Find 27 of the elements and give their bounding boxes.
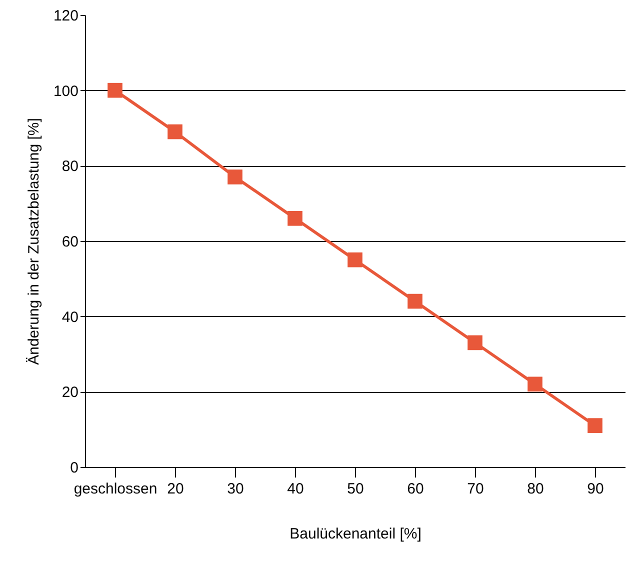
x-tick-label: 50	[347, 480, 364, 498]
point	[108, 82, 122, 98]
y-tick-label: 40	[62, 308, 78, 326]
x-tick-label: 80	[527, 480, 544, 498]
x-tick-label: 90	[587, 480, 604, 498]
x-tick-label: 30	[227, 480, 244, 498]
y-tick-label: 120	[53, 8, 78, 24]
point	[588, 418, 602, 433]
point	[228, 170, 242, 184]
x-tick-label: 20	[167, 480, 184, 498]
y-tick-label: 0	[70, 460, 78, 476]
y-tick-label: 100	[53, 82, 78, 100]
y-tick-label: 60	[62, 234, 78, 250]
point	[348, 252, 362, 268]
point	[168, 124, 182, 140]
point	[288, 210, 302, 226]
y-axis-title: Änderung in der Zusatzbelastung [%]	[25, 118, 42, 365]
x-tick-label: geschlossen	[74, 480, 158, 498]
y-tick-label: 80	[62, 158, 78, 176]
x-tick-label: 60	[407, 480, 424, 498]
y-tick-label: 20	[62, 384, 78, 402]
point	[468, 335, 482, 350]
point	[408, 294, 422, 309]
x-tick-label: 40	[287, 480, 304, 498]
point	[528, 376, 542, 392]
x-axis-title: Baulückenanteil [%]	[290, 526, 422, 542]
x-tick-label: 70	[467, 480, 484, 498]
